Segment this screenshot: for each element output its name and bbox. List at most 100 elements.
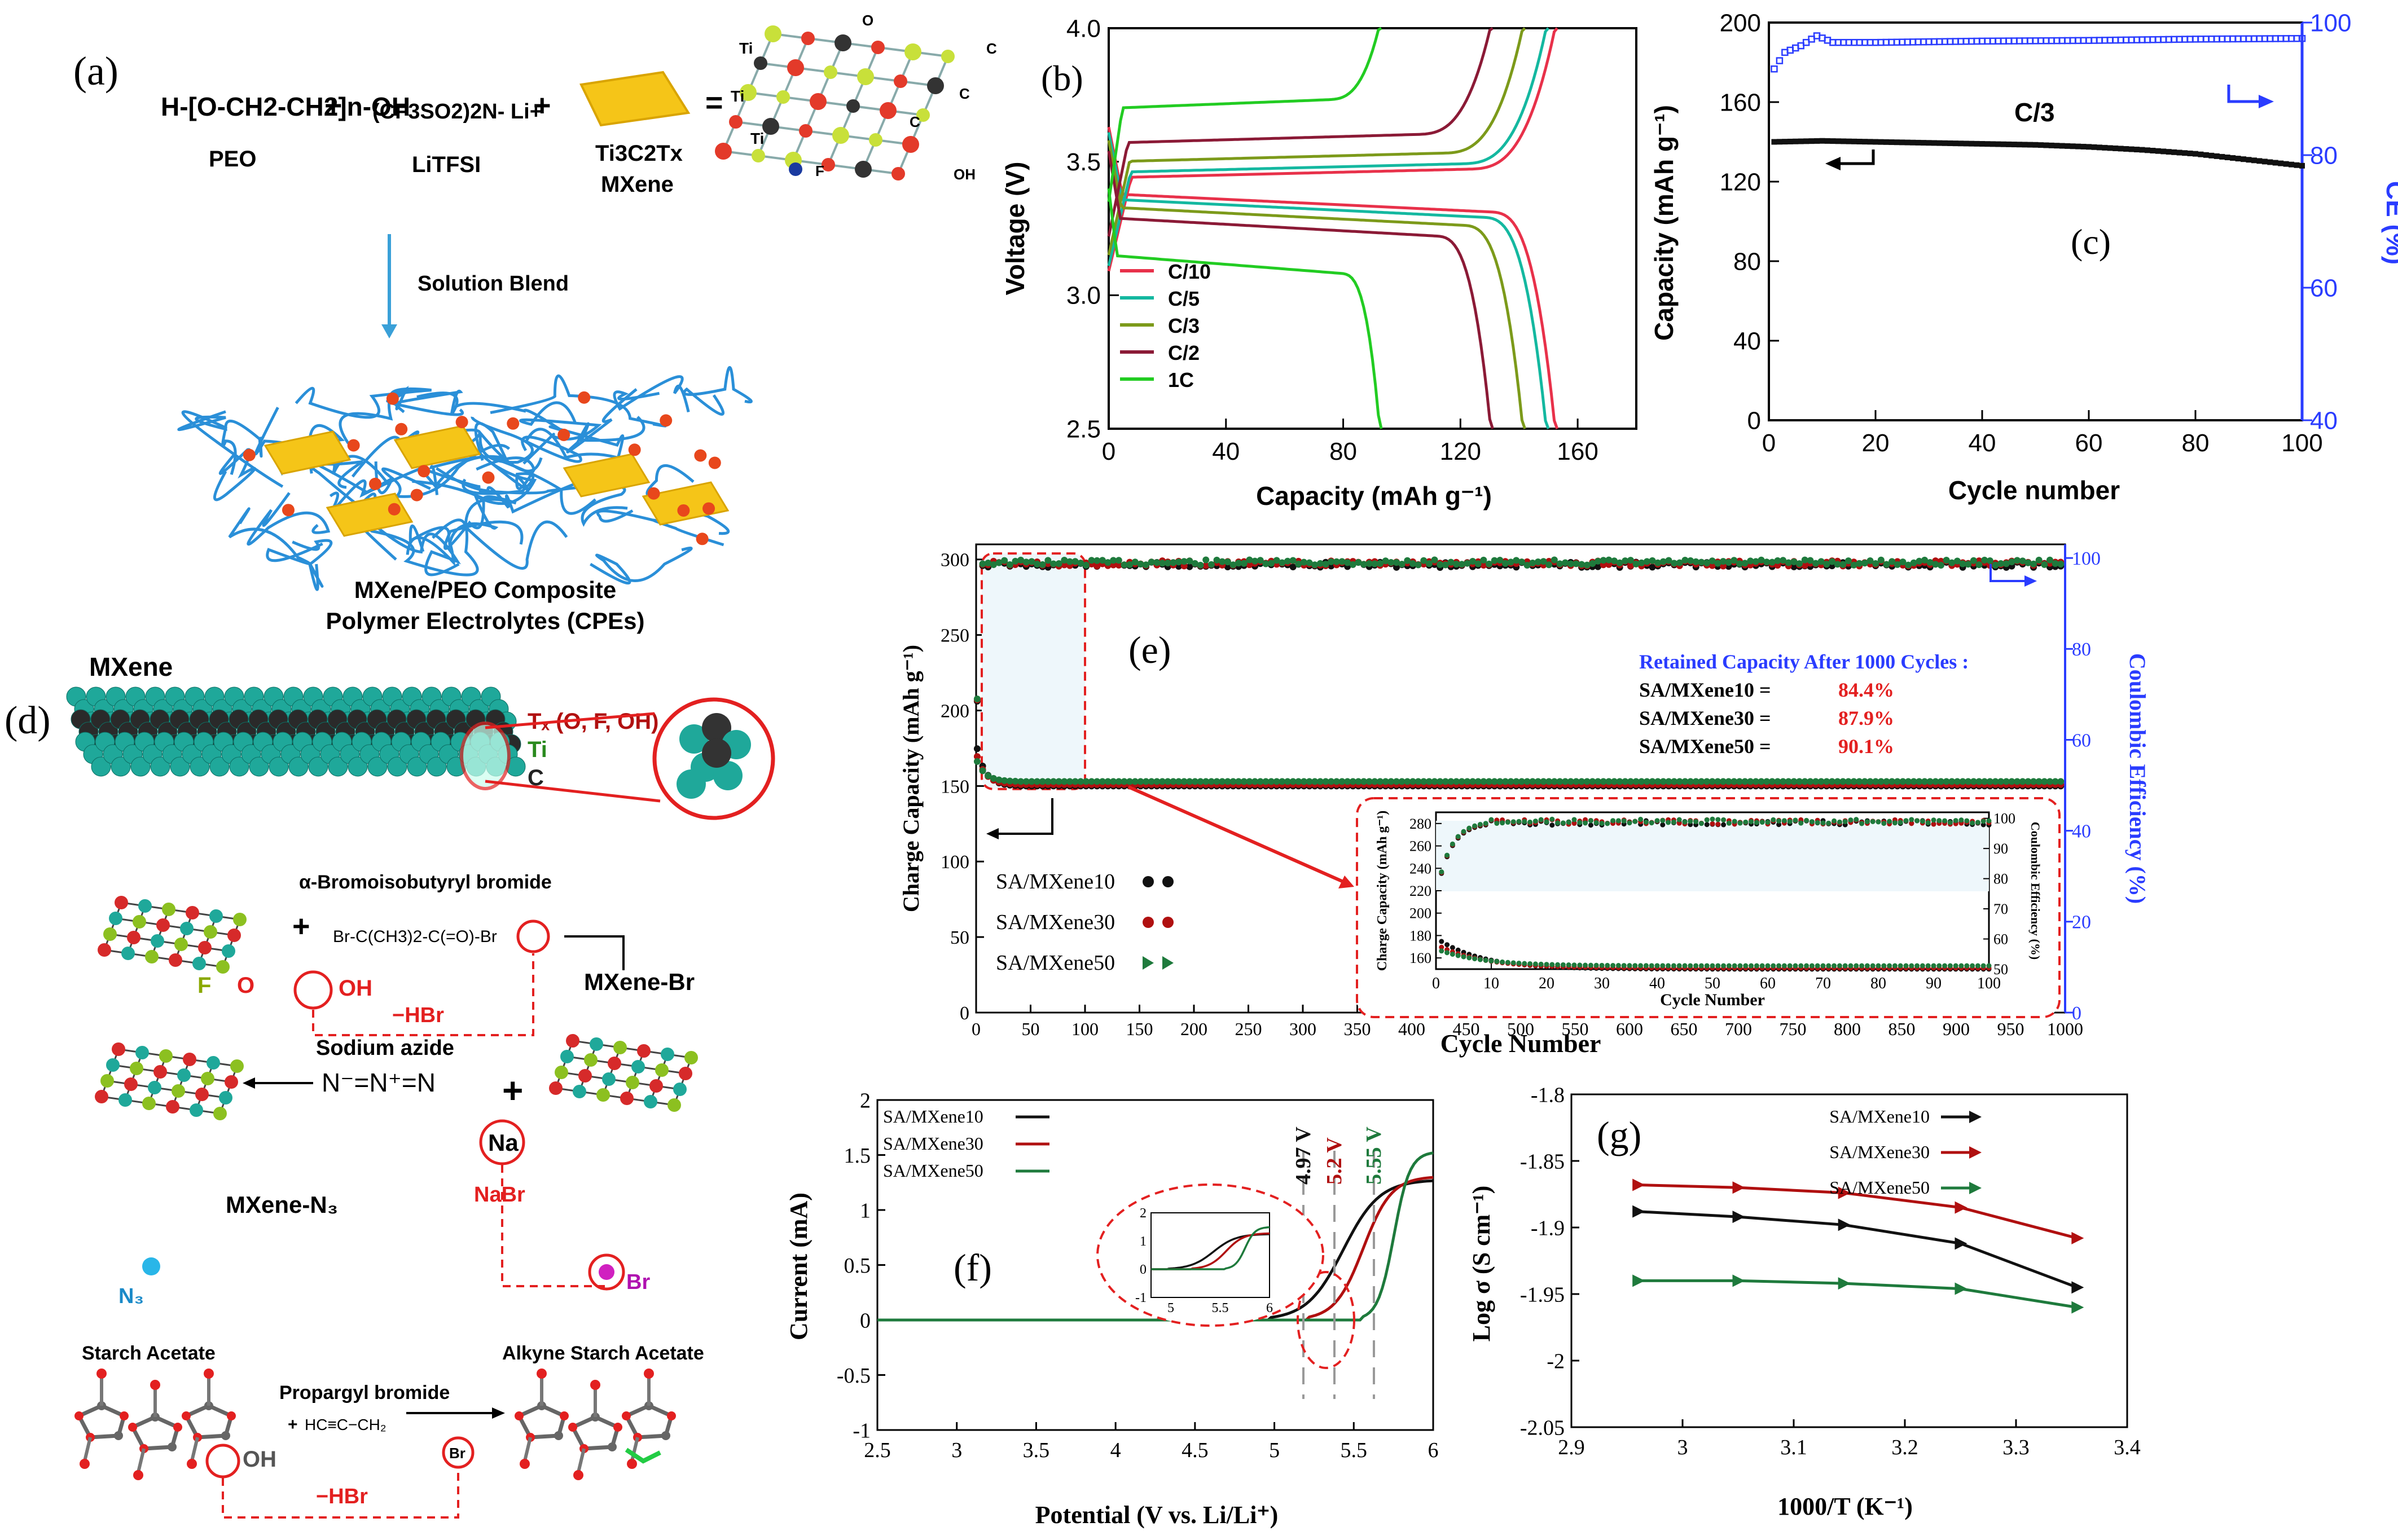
- legend-marker: [1143, 956, 1154, 970]
- inset-capacity-point: [1555, 962, 1561, 967]
- inset-x-label: Cycle Number: [1660, 991, 1765, 1009]
- y-tick-label: -1.95: [1520, 1283, 1565, 1306]
- capacity-point: [1022, 778, 1030, 785]
- inset-capacity-point: [1920, 963, 1925, 969]
- capacity-point: [1529, 778, 1536, 785]
- ce-point: [1823, 561, 1830, 568]
- data-point: [1955, 1282, 1967, 1295]
- inset-axes: [1150, 1212, 1270, 1298]
- panel-a: (a) H-[O-CH2-CH2]n-OH PEO + (CF3SO2)2N- …: [73, 12, 997, 634]
- ce-point: [1273, 557, 1280, 564]
- atom: [608, 1442, 617, 1451]
- capacity-point: [973, 758, 981, 765]
- atom: [95, 1090, 108, 1103]
- discharge-curve-C/3: [1107, 140, 1526, 429]
- capacity-point: [1333, 778, 1340, 785]
- capacity-point: [2006, 141, 2012, 147]
- capacity-point: [1974, 140, 1980, 147]
- inset-capacity-point: [1832, 963, 1837, 969]
- x-tick-label: 300: [1289, 1019, 1316, 1039]
- ce-point: [1801, 556, 1808, 564]
- inset-ce-point: [1698, 821, 1704, 826]
- ce-point: [1774, 557, 1781, 564]
- capacity-point: [1469, 778, 1477, 785]
- capacity-point: [1180, 778, 1188, 785]
- capacity-point: [1785, 778, 1792, 785]
- capacity-point: [1877, 778, 1885, 785]
- inset-capacity-point: [1632, 963, 1638, 969]
- legend-label: SA/MXene50: [996, 951, 1115, 975]
- plus-sign: +: [533, 89, 551, 122]
- capacity-point: [1632, 778, 1640, 785]
- capacity-point: [1747, 778, 1754, 785]
- inset-ce-point: [1826, 820, 1832, 826]
- ce-point: [1207, 561, 1215, 568]
- inset-capacity-point: [1964, 963, 1970, 969]
- x-tick-label: 2.5: [864, 1438, 891, 1462]
- capacity-point: [1771, 139, 1777, 145]
- capacity-point: [1709, 778, 1716, 785]
- y-tick-label: 60: [2072, 730, 2091, 751]
- inset-capacity-point: [1898, 963, 1903, 969]
- reagent1-name: α-Bromoisobutyryl bromide: [299, 872, 552, 893]
- capacity-point: [1665, 778, 1672, 785]
- ce-point: [1306, 559, 1313, 566]
- capacity-point: [1861, 778, 1868, 785]
- right-axis-pointer-icon: [1989, 564, 2028, 582]
- atom: [754, 56, 767, 70]
- legend-label: C/10: [1168, 260, 1211, 283]
- capacity-point: [1989, 141, 1996, 147]
- inset-ce-point: [1759, 820, 1765, 825]
- atom: [752, 149, 765, 162]
- inset-ce-point: [1488, 817, 1494, 822]
- ce-point: [1093, 557, 1101, 564]
- polymer-chain: [295, 386, 432, 419]
- inset-capacity-point: [1953, 963, 1958, 969]
- capacity-point: [2107, 145, 2113, 151]
- capacity-point: [1137, 778, 1144, 785]
- composite-network-icon: [177, 366, 753, 591]
- axes-frame: [1570, 1093, 2128, 1428]
- legend-marker: [1162, 917, 1174, 928]
- capacity-point: [1404, 778, 1411, 785]
- inset-curve-SA/MXene50: [1151, 1226, 1270, 1270]
- ce-point: [1518, 558, 1525, 566]
- inset-ce-point: [1500, 820, 1505, 826]
- capacity-point: [1104, 778, 1112, 785]
- ce-point: [1731, 557, 1738, 564]
- inset-ce-point: [1549, 816, 1555, 822]
- series-line-SA/MXene50: [1638, 1279, 2078, 1309]
- capacity-point: [2052, 778, 2059, 785]
- atom: [162, 903, 175, 916]
- atom: [846, 99, 860, 113]
- bond: [630, 1437, 639, 1462]
- ce-point: [1507, 558, 1514, 566]
- ce-point: [1676, 559, 1683, 566]
- capacity-point: [2070, 143, 2076, 149]
- inset-ce-point: [1555, 820, 1561, 826]
- arrow-head-icon: [2024, 575, 2037, 587]
- atom: [187, 1459, 197, 1469]
- ce-point: [1709, 562, 1716, 569]
- inset-capacity-point: [1903, 963, 1909, 969]
- retained-value: 84.4%: [1838, 679, 1894, 701]
- atom: [789, 162, 802, 176]
- capacity-point: [1671, 778, 1678, 785]
- ce-point: [1573, 560, 1580, 567]
- atom: [145, 950, 159, 963]
- y-tick-label: 0: [2072, 1003, 2081, 1024]
- capacity-point: [2261, 159, 2268, 165]
- data-point: [1955, 1201, 1967, 1214]
- atom: [213, 1107, 227, 1120]
- li-ion: [708, 456, 721, 469]
- atom: [115, 896, 128, 909]
- inset-capacity-point: [1477, 957, 1483, 962]
- axes-ticks: 2.5 3 3.5 4 4.5 5 5.5 6 -1 -0.5 0 0.5 1 1.5 2: [837, 1089, 1439, 1462]
- li-ion: [395, 423, 408, 435]
- inset-capacity-point: [1654, 963, 1660, 969]
- polymer-chain: [181, 410, 284, 488]
- x-tick-label: 650: [1671, 1019, 1698, 1039]
- inset-capacity-point: [1649, 963, 1654, 969]
- capacity-point: [2150, 148, 2156, 154]
- capacity-point: [2112, 145, 2119, 151]
